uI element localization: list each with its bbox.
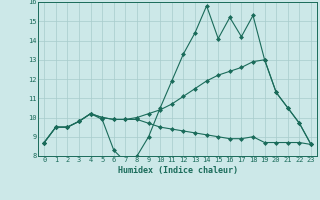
X-axis label: Humidex (Indice chaleur): Humidex (Indice chaleur) — [118, 166, 238, 175]
